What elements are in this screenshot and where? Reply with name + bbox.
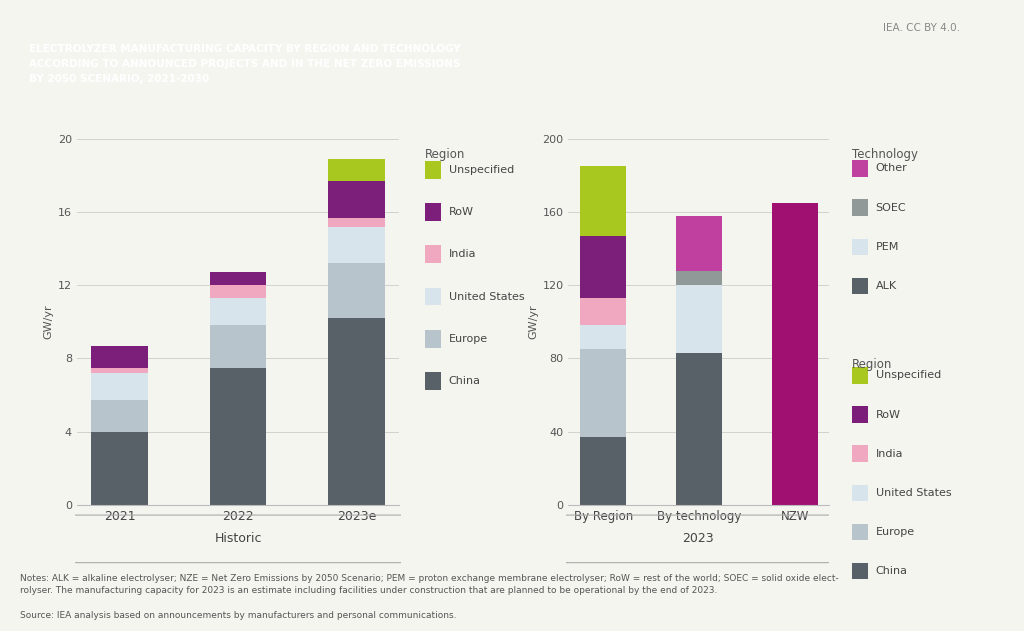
- Bar: [581, 236, 626, 298]
- Text: Region: Region: [425, 148, 465, 162]
- Text: Notes: ALK = alkaline electrolyser; NZE = Net Zero Emissions by 2050 Scenario; P: Notes: ALK = alkaline electrolyser; NZE …: [20, 574, 840, 596]
- Bar: [581, 437, 626, 505]
- Y-axis label: GW/yr: GW/yr: [44, 305, 53, 339]
- Bar: [328, 181, 385, 218]
- Y-axis label: GW/yr: GW/yr: [528, 305, 539, 339]
- Bar: [581, 298, 626, 326]
- Bar: [676, 285, 722, 353]
- Bar: [91, 346, 148, 367]
- Text: RoW: RoW: [449, 207, 473, 217]
- Text: Region: Region: [852, 358, 892, 372]
- Bar: [676, 353, 722, 505]
- Text: India: India: [876, 449, 903, 459]
- Bar: [210, 285, 266, 298]
- Text: IEA. CC BY 4.0.: IEA. CC BY 4.0.: [883, 23, 959, 33]
- Text: Source: IEA analysis based on announcements by manufacturers and personal commun: Source: IEA analysis based on announceme…: [20, 611, 457, 620]
- Text: Europe: Europe: [876, 527, 914, 537]
- Bar: [210, 367, 266, 505]
- Bar: [91, 367, 148, 373]
- Text: China: China: [876, 566, 907, 576]
- Bar: [581, 166, 626, 236]
- Bar: [328, 159, 385, 181]
- Bar: [328, 318, 385, 505]
- Bar: [328, 263, 385, 318]
- Bar: [210, 273, 266, 285]
- Text: Other: Other: [876, 163, 907, 174]
- Bar: [328, 218, 385, 227]
- Text: RoW: RoW: [876, 410, 900, 420]
- Text: United States: United States: [449, 292, 524, 302]
- Text: SOEC: SOEC: [876, 203, 906, 213]
- Bar: [676, 271, 722, 285]
- Bar: [91, 432, 148, 505]
- Text: ALK: ALK: [876, 281, 897, 291]
- Text: PEM: PEM: [876, 242, 899, 252]
- Bar: [581, 326, 626, 349]
- Text: India: India: [449, 249, 476, 259]
- Text: Technology: Technology: [852, 148, 918, 162]
- Text: ELECTROLYZER MANUFACTURING CAPACITY BY REGION AND TECHNOLOGY
ACCORDING TO ANNOUN: ELECTROLYZER MANUFACTURING CAPACITY BY R…: [29, 44, 461, 83]
- Text: United States: United States: [876, 488, 951, 498]
- Bar: [772, 203, 817, 505]
- Bar: [676, 353, 722, 505]
- Text: China: China: [449, 376, 480, 386]
- Bar: [91, 373, 148, 401]
- Text: Unspecified: Unspecified: [876, 370, 941, 380]
- Bar: [581, 350, 626, 437]
- Bar: [328, 227, 385, 263]
- Text: Unspecified: Unspecified: [449, 165, 514, 175]
- Text: Historic: Historic: [214, 533, 262, 545]
- Bar: [210, 326, 266, 367]
- Text: 2023: 2023: [682, 533, 714, 545]
- Bar: [91, 401, 148, 432]
- Text: Europe: Europe: [449, 334, 487, 344]
- Bar: [676, 216, 722, 271]
- Bar: [210, 298, 266, 326]
